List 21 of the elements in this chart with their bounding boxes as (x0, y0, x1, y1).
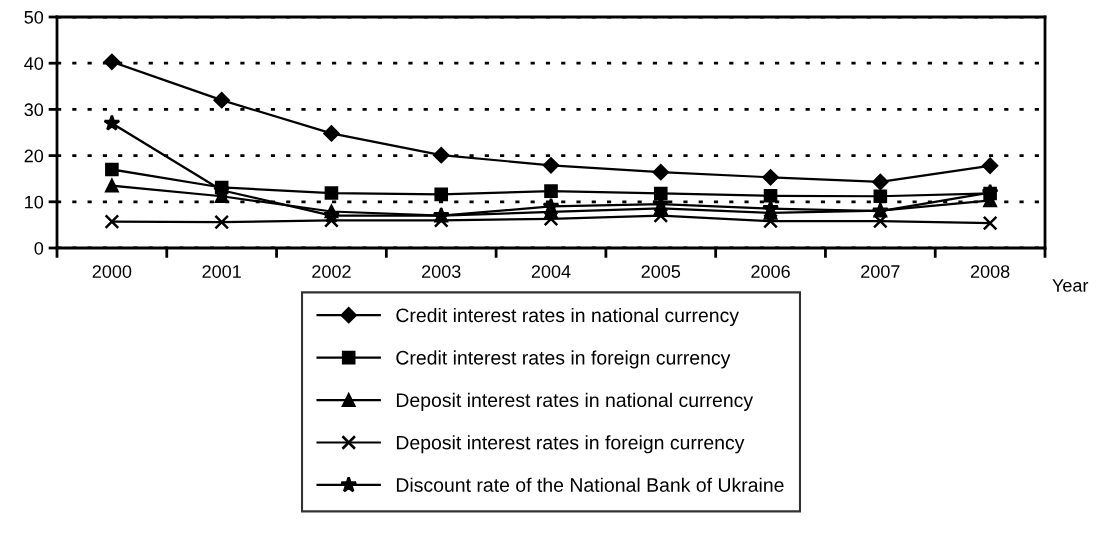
x-tick-label: 2003 (422, 265, 461, 278)
y-tick-label: 10 (25, 195, 44, 209)
x-tick-label: 2007 (861, 265, 900, 278)
x-axis-title: Year (1052, 279, 1089, 292)
y-tick-label: 0 (34, 241, 44, 255)
y-tick-label: 30 (24, 103, 44, 117)
x-tick-label: 2004 (531, 265, 571, 278)
legend-label: Credit interest rates in foreign currency (396, 350, 731, 369)
x-tick-label: 2000 (92, 265, 132, 278)
y-tick-label: 50 (24, 10, 44, 24)
x-tick-label: 2006 (751, 265, 790, 278)
legend-label: Deposit interest rates in foreign currency (396, 435, 745, 454)
legend-label: Discount rate of the National Bank of Ukraine (396, 477, 784, 492)
y-tick-label: 20 (24, 149, 44, 163)
legend-label: Deposit interest rates in national currency (396, 392, 754, 411)
x-tick-label: 2008 (970, 265, 1010, 278)
x-tick-label: 2001 (202, 265, 241, 278)
x-tick-label: 2002 (312, 265, 351, 278)
x-tick-label: 2005 (641, 265, 681, 278)
legend-label: Credit interest rates in national currency (396, 307, 739, 327)
y-tick-label: 40 (24, 57, 44, 70)
